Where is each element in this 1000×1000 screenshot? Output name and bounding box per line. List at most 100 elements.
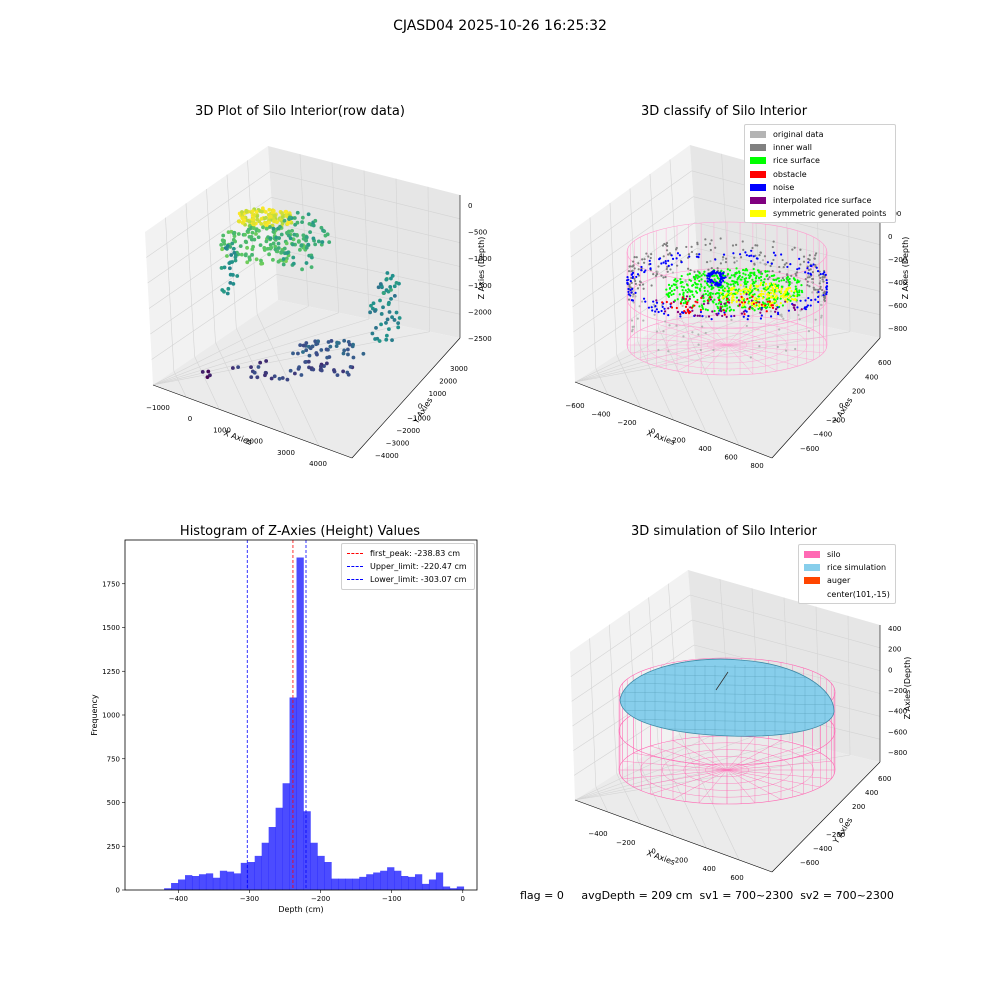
classified-point (718, 289, 721, 292)
data-point (259, 216, 264, 221)
legend-swatch (750, 157, 766, 165)
silo-wire (726, 769, 804, 795)
classified-point (689, 310, 692, 314)
data-point (288, 236, 293, 241)
classified-point (709, 291, 712, 295)
histogram-bar (296, 557, 304, 890)
classified-point (732, 299, 735, 302)
classified-point (774, 278, 778, 281)
data-point (263, 220, 267, 225)
classified-point (727, 283, 730, 286)
grid-line (595, 368, 609, 395)
grid-line (658, 746, 707, 849)
data-point (255, 217, 260, 222)
classified-point (713, 278, 716, 281)
histogram-bar (359, 876, 367, 890)
classified-point (712, 348, 715, 352)
classified-point (796, 306, 799, 309)
data-point (249, 365, 253, 370)
classified-point (684, 297, 688, 301)
classified-point (724, 305, 727, 308)
histogram-bar (275, 807, 283, 890)
classified-point (800, 308, 803, 311)
classified-point (769, 310, 772, 313)
classified-point (758, 301, 761, 304)
classified-point (772, 278, 775, 281)
classified-point (798, 318, 801, 321)
axis-line (771, 337, 881, 459)
classified-point (822, 272, 825, 275)
classified-point (694, 286, 697, 289)
classified-point (785, 262, 788, 265)
classified-point (667, 307, 670, 310)
classified-point (755, 301, 758, 304)
classified-point (664, 320, 667, 323)
classified-point (751, 295, 754, 298)
classified-point (721, 272, 725, 275)
classified-point (773, 274, 776, 277)
classified-point (640, 300, 644, 303)
classified-point (734, 291, 738, 294)
classified-point (714, 282, 718, 285)
classified-point (819, 272, 822, 276)
classified-point (742, 310, 745, 313)
classified-point (661, 305, 664, 309)
classified-point (749, 284, 753, 287)
classified-point (690, 250, 694, 254)
classified-point (778, 328, 781, 331)
histogram-bar (240, 862, 249, 890)
data-point (376, 285, 381, 290)
classified-point (750, 254, 753, 257)
z-tick-label: −1500 (468, 282, 492, 290)
classified-point (697, 333, 700, 336)
classified-point (663, 307, 666, 310)
histogram-bar (442, 886, 451, 890)
classified-point (793, 308, 797, 311)
silo-wire (726, 752, 821, 771)
classified-point (678, 254, 681, 257)
data-point (342, 338, 347, 343)
data-point (394, 310, 399, 315)
classified-point (776, 311, 780, 314)
classified-point (748, 307, 751, 310)
classified-point (732, 309, 735, 312)
data-point (300, 215, 305, 220)
classified-point (769, 296, 772, 299)
data-point (334, 344, 339, 348)
classified-point (714, 283, 717, 286)
classified-point (656, 270, 659, 274)
data-point (361, 351, 366, 356)
classified-point (760, 290, 763, 293)
data-point (262, 248, 267, 252)
classified-point (711, 310, 714, 313)
data-point (341, 351, 346, 356)
data-point (260, 209, 264, 214)
classified-point (719, 237, 722, 240)
data-point (297, 365, 302, 370)
classified-point (760, 314, 763, 317)
classify-legend: original data inner wall rice surface obsta… (744, 124, 896, 224)
classified-point (812, 263, 815, 266)
classified-point (752, 272, 755, 275)
classified-point (663, 310, 667, 313)
data-point (240, 210, 244, 214)
data-point (335, 340, 339, 345)
classified-point (688, 289, 691, 292)
classified-point (671, 271, 675, 274)
classified-point (700, 296, 703, 299)
classified-point (804, 271, 807, 274)
data-point (390, 338, 394, 343)
histogram-bar (317, 855, 325, 890)
y-tick-label: −400 (813, 431, 832, 439)
classified-point (773, 284, 777, 287)
data-point (259, 222, 264, 226)
classified-point (751, 307, 754, 310)
classified-point (689, 306, 692, 309)
y-tick-label: 200 (852, 803, 865, 811)
classified-point (632, 325, 635, 328)
silo-wire (700, 344, 728, 375)
classified-point (700, 285, 703, 288)
data-point (276, 246, 281, 250)
classified-point (756, 257, 759, 260)
classified-point (743, 312, 746, 316)
